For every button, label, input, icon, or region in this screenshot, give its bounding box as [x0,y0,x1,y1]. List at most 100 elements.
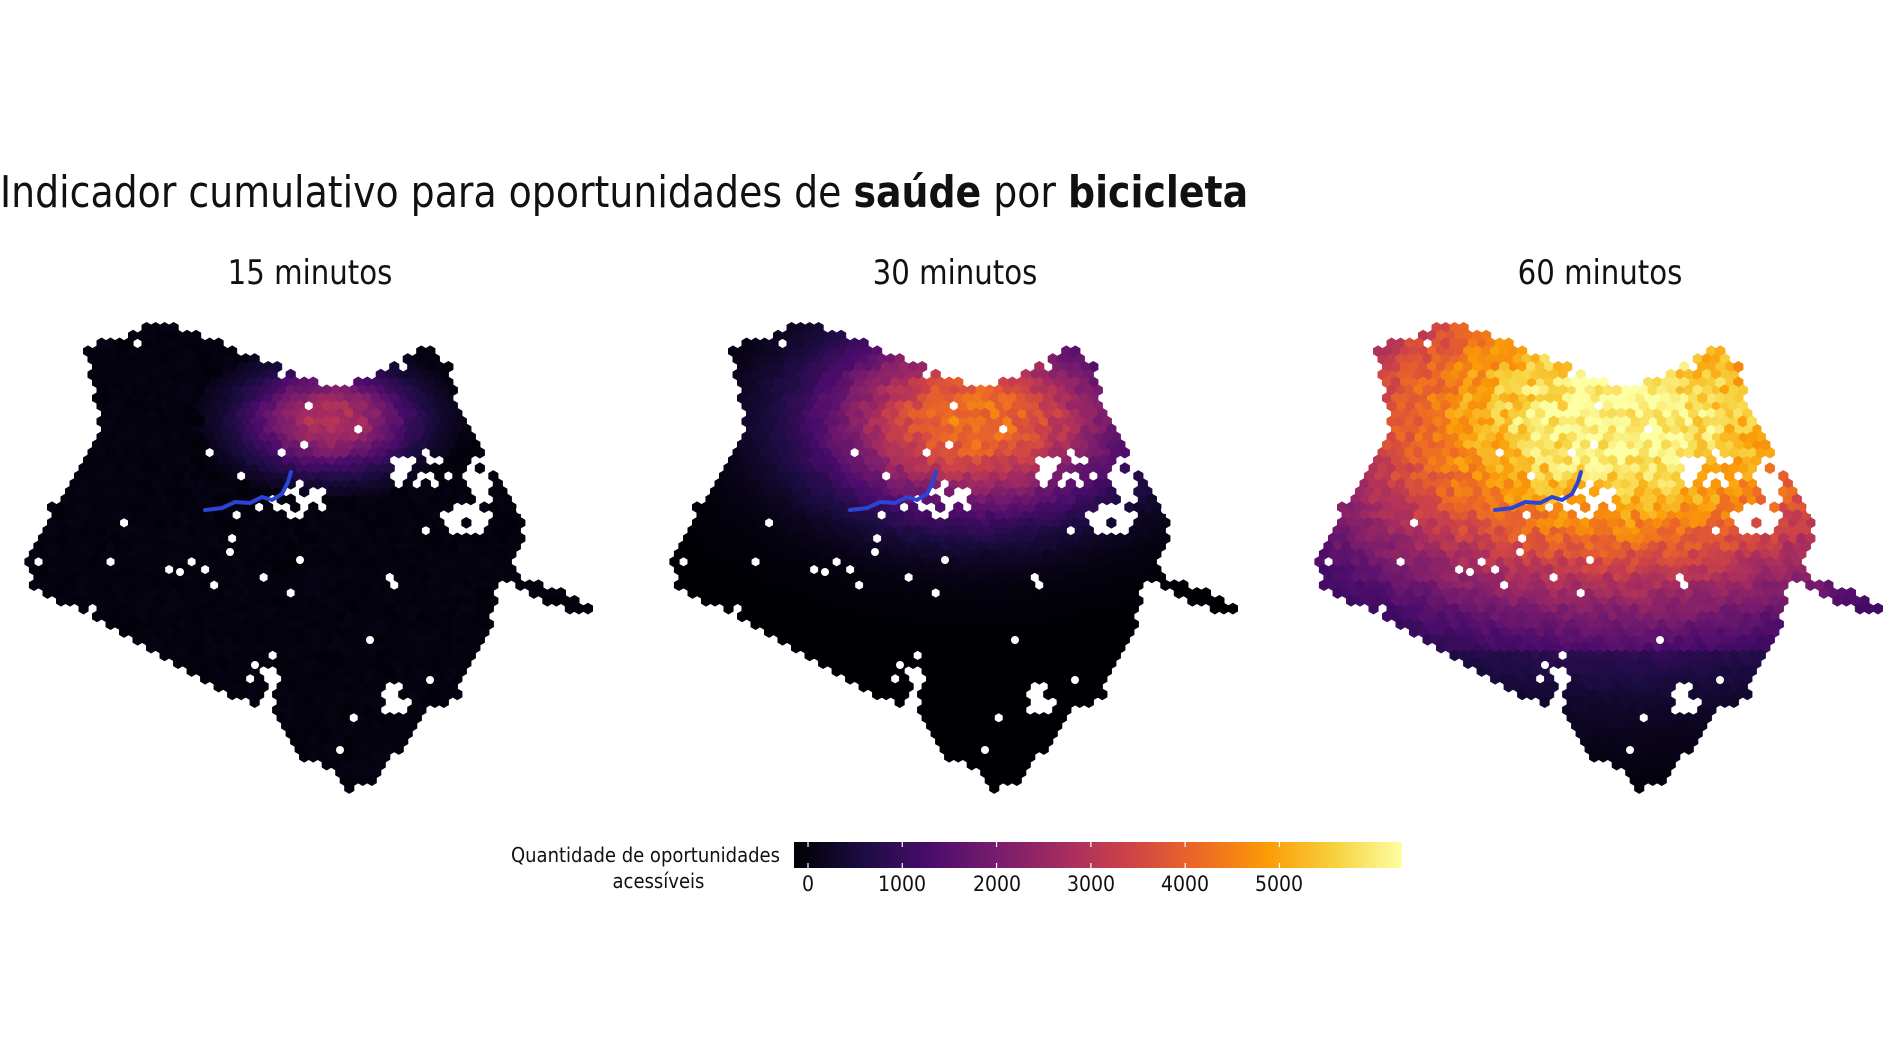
hex-cell-group [849,415,860,428]
missing-cell [1686,471,1694,479]
hex-cell-group [1065,493,1076,506]
hex-cell-group [822,477,833,490]
legend-tick-label: 3000 [1066,872,1115,896]
hex-cell-group [1593,719,1708,740]
hex-cell-group [1616,548,1627,560]
hex-cell-group [1553,470,1564,482]
hex-cell-group [1638,626,1690,646]
missing-cell [251,661,259,669]
hex-cell-group [759,446,770,459]
hex-cell-group [312,477,323,490]
hex-cell-group [1652,516,1663,529]
hex-cell-group [348,462,359,475]
hex-cell-group [1517,470,1528,482]
hex-cell-group [1778,516,1789,529]
hex-cell-group [1391,360,1793,560]
hex-cell-group [1643,470,1654,482]
hex-cell-group [1485,477,1753,529]
hex-cell-group [443,407,454,420]
hex-cell-group [903,446,914,459]
hex-cell-group [1598,438,1631,506]
hex-cell-group [362,470,373,482]
hex-cell-group [1670,392,1681,404]
hex-cell-group [1413,415,1424,428]
hex-cell-group [1517,665,1721,685]
legend-gradient [794,842,1402,868]
hex-cell-group [1517,610,1528,623]
hex-cell-group [1656,462,1667,475]
hex-cell-group [1494,524,1505,537]
missing-cell [1586,556,1594,564]
legend-tick-label: 2000 [972,872,1021,896]
hex-cell-group [1571,665,1757,685]
hex-cell-group [1472,454,1483,467]
hex-cell-group [782,548,1144,599]
missing-cell [1716,676,1724,684]
hex-cell-group [1553,563,1564,576]
hex-cell-group [245,407,256,420]
hex-cell-group [1670,516,1681,529]
hex-cell-group [1476,509,1487,521]
missing-cell [1466,568,1474,576]
hex-cell-group [425,423,436,436]
legend-title: Quantidade de oportunidades acessíveis [474,842,780,894]
legend-tick-label: 0 [801,872,815,896]
missing-cell [896,661,904,669]
hex-cell-group [1458,587,1469,599]
hex-cell-group [1530,415,1541,428]
hex-cell-group [1458,571,1784,623]
hex-cell-group [1643,493,1703,514]
map-panel-60 [1314,321,1883,794]
hex-cell-group [1350,563,1694,638]
hex-cell-group [1449,618,1694,654]
river-line [1493,470,1583,512]
hex-cells [24,321,593,794]
hex-cell-group [1332,587,1343,599]
hex-cell-group [1440,563,1798,607]
missing-cell [1041,471,1049,479]
hex-cell-group [1517,688,1528,701]
hex-cell-group [1715,392,1726,404]
hex-cell-group [809,532,1000,576]
missing-cell [1071,676,1079,684]
hex-cell-group [1467,633,1775,654]
hex-cell-group [1625,392,1636,404]
hex-cell-group [1472,462,1694,529]
legend-tick-label: 1000 [878,872,927,896]
legend-title-line2: acessíveis [612,869,705,893]
hex-cell-group [1377,571,1388,584]
hex-cell-group [1692,415,1703,428]
hex-cell-group [1065,470,1090,490]
hex-cell-group [1629,415,1726,475]
missing-cell [941,556,949,564]
hex-cell-group [966,462,977,475]
hex-cell-group [65,384,454,794]
hex-cell-group [1575,587,1829,638]
hex-cell-group [840,353,1085,498]
hex-cell-group [1449,633,1460,646]
hex-cell-group [1607,548,1798,592]
hex-cell-group [917,454,928,467]
hex-cell-group [773,399,1121,529]
hex-cell-group [1589,516,1600,529]
hex-cell-group [1535,579,1721,607]
hex-cell-group [1481,407,1492,420]
hex-cell-group [998,438,1009,451]
hex-cell-group [1449,540,1460,553]
hex-cell-group [800,509,1166,560]
hex-cell-group [1481,423,1492,436]
hex-cell-group [1715,594,1726,607]
hex-cell-group [894,477,905,490]
hex-cell-group [1431,368,1442,381]
missing-cell [1541,661,1549,669]
hex-cell-group [1409,626,1420,638]
hex-cell-group [1467,509,1478,521]
hex-cell-group [1530,399,1681,459]
missing-cell [1746,716,1754,724]
hex-cell-group [1431,493,1802,560]
missing-cell [1806,506,1814,514]
hex-cell-group [1521,360,1654,459]
hex-cell-group [975,509,986,521]
hex-cell-group [1016,532,1027,545]
